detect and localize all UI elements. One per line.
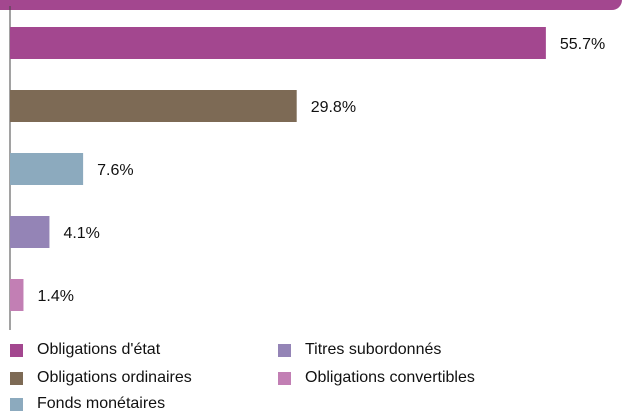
- legend-swatch: [10, 343, 23, 357]
- bar: [10, 279, 24, 311]
- bar-value-label: 4.1%: [63, 225, 99, 242]
- legend-swatch: [10, 397, 23, 411]
- legend-swatch: [10, 371, 23, 385]
- legend-item-obligations-etat: Obligations d'état: [10, 341, 160, 359]
- legend-label: Obligations convertibles: [305, 369, 475, 386]
- legend-label: Obligations d'état: [37, 341, 161, 358]
- bar: [10, 216, 50, 248]
- bar: [10, 153, 84, 185]
- bar: [10, 90, 297, 122]
- bar-value-label: 29.8%: [311, 99, 356, 116]
- legend-label: Titres subordonnés: [305, 341, 442, 358]
- legend-swatch: [278, 343, 291, 357]
- bar-value-label: 55.7%: [560, 36, 605, 53]
- bar: [10, 27, 546, 59]
- header-band: [0, 0, 622, 10]
- legend-item-obligations-convertibles: Obligations convertibles: [278, 369, 475, 387]
- bar-value-label: 1.4%: [37, 288, 73, 305]
- bar-value-label: 7.6%: [97, 162, 133, 179]
- legend-item-fonds-monetaires: Fonds monétaires: [10, 395, 165, 413]
- legend-swatch: [278, 371, 291, 385]
- bar-chart: 55.7% 29.8% 7.6% 4.1% 1.4%: [9, 6, 605, 330]
- legend-label: Obligations ordinaires: [37, 369, 192, 386]
- legend-item-titres-subordonnes: Titres subordonnés: [278, 341, 441, 359]
- legend-label: Fonds monétaires: [37, 395, 166, 412]
- legend-item-obligations-ordinaires: Obligations ordinaires: [10, 369, 192, 387]
